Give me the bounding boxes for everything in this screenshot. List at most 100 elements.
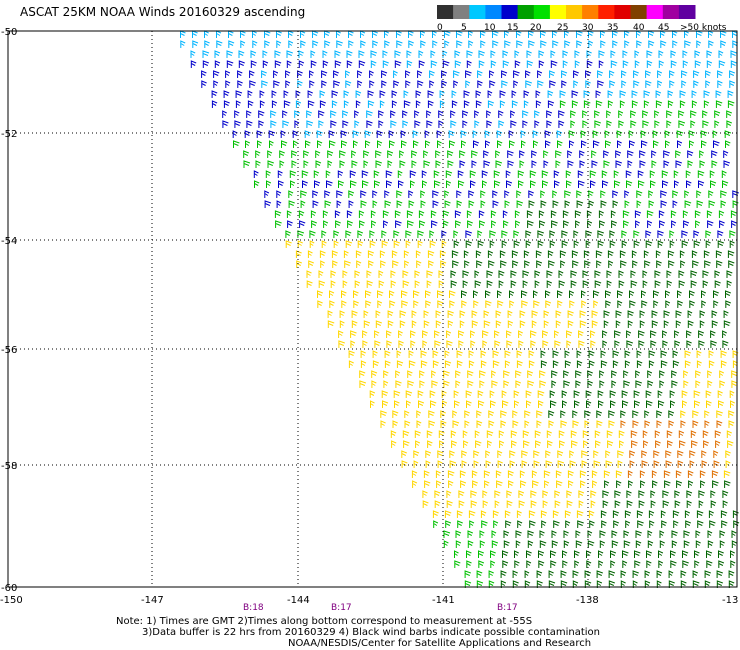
wind-barb xyxy=(442,50,448,58)
wind-barb xyxy=(306,110,312,118)
wind-barb xyxy=(343,100,349,108)
wind-barb xyxy=(662,500,670,508)
wind-barb xyxy=(411,160,417,168)
wind-barb xyxy=(704,260,711,268)
wind-barb xyxy=(529,170,537,178)
wind-barb xyxy=(623,530,630,538)
wind-barb xyxy=(463,440,469,448)
wind-barb xyxy=(702,270,709,278)
wind-barb xyxy=(543,470,551,478)
wind-barb xyxy=(472,480,478,488)
wind-barb xyxy=(538,210,545,218)
wind-barb xyxy=(264,200,272,208)
wind-barb xyxy=(574,400,580,408)
wind-barb xyxy=(425,450,432,458)
wind-barb xyxy=(461,140,467,148)
wind-barb xyxy=(506,340,513,348)
wind-barb xyxy=(470,340,476,348)
wind-barb xyxy=(560,570,567,578)
wind-barb xyxy=(327,160,333,168)
wind-barb xyxy=(610,550,617,558)
wind-barb xyxy=(279,160,285,168)
wind-barb xyxy=(387,150,394,158)
wind-barb xyxy=(516,200,523,208)
wind-barb xyxy=(680,420,686,428)
wind-barb xyxy=(710,340,717,348)
wind-barb xyxy=(606,110,612,118)
wind-barb xyxy=(595,100,603,108)
wind-barb xyxy=(357,230,363,238)
wind-barb xyxy=(564,510,571,518)
wind-barb xyxy=(732,40,738,48)
wind-barb xyxy=(526,550,532,558)
wind-barb xyxy=(613,520,619,528)
wind-barb xyxy=(594,280,602,288)
wind-barb xyxy=(550,550,557,558)
wind-barb xyxy=(413,300,419,308)
wind-barb xyxy=(634,560,641,568)
wind-barb xyxy=(732,190,739,198)
wind-barb xyxy=(517,520,523,528)
wind-barb xyxy=(582,270,589,278)
wind-barb xyxy=(638,490,645,498)
colorbar-label: 40 xyxy=(633,23,645,33)
wind-barb xyxy=(633,80,640,88)
wind-barb xyxy=(234,110,240,118)
wind-barb xyxy=(432,40,438,48)
wind-barb xyxy=(512,570,518,578)
wind-barb xyxy=(628,130,634,138)
wind-barb xyxy=(348,350,355,358)
wind-barb xyxy=(542,330,549,338)
wind-barb xyxy=(500,260,507,268)
wind-barb xyxy=(311,220,317,228)
wind-barb xyxy=(317,140,323,148)
wind-barb xyxy=(609,240,616,248)
wind-barb xyxy=(552,40,559,48)
wind-barb xyxy=(368,260,374,268)
wind-barb xyxy=(643,100,650,108)
wind-barb xyxy=(361,170,369,178)
wind-barb xyxy=(510,280,517,288)
wind-barb xyxy=(604,130,610,138)
wind-barb xyxy=(671,540,678,548)
wind-barb xyxy=(621,230,627,238)
wind-barb xyxy=(519,160,525,168)
wind-barb xyxy=(683,540,690,548)
wind-barb xyxy=(624,200,630,208)
colorbar-swatch xyxy=(485,5,502,19)
wind-barb xyxy=(584,580,592,588)
wind-barb xyxy=(490,400,496,408)
wind-barb xyxy=(450,270,457,278)
wind-barb xyxy=(507,150,514,158)
wind-barb xyxy=(384,30,390,38)
wind-barb xyxy=(623,220,629,228)
wind-barb xyxy=(341,290,347,298)
wind-barb xyxy=(704,410,710,418)
wind-barb xyxy=(271,90,277,98)
wind-barb xyxy=(270,120,277,128)
wind-barb xyxy=(238,60,245,68)
wind-barb xyxy=(338,180,344,188)
wind-barb xyxy=(545,300,552,308)
wind-barb xyxy=(622,560,628,568)
wind-barb xyxy=(431,220,438,228)
wind-barb xyxy=(720,510,728,518)
wind-barb xyxy=(346,60,353,68)
wind-barb xyxy=(459,150,466,158)
wind-barb xyxy=(509,140,515,148)
wind-barb xyxy=(705,80,711,88)
wind-barb xyxy=(689,300,695,308)
wind-barb xyxy=(695,370,701,378)
colorbar-swatch xyxy=(533,5,551,19)
wind-barb xyxy=(705,230,712,238)
wind-barb xyxy=(510,430,518,438)
lon-label-141: -141 xyxy=(432,595,455,606)
wind-barb xyxy=(528,190,534,198)
wind-barb xyxy=(555,320,561,328)
wind-barb xyxy=(297,230,305,238)
wind-barb xyxy=(467,530,473,538)
wind-barb xyxy=(399,320,406,328)
lon-label-147: -147 xyxy=(141,595,164,606)
wind-barb xyxy=(529,520,536,528)
wind-barb xyxy=(634,550,641,558)
